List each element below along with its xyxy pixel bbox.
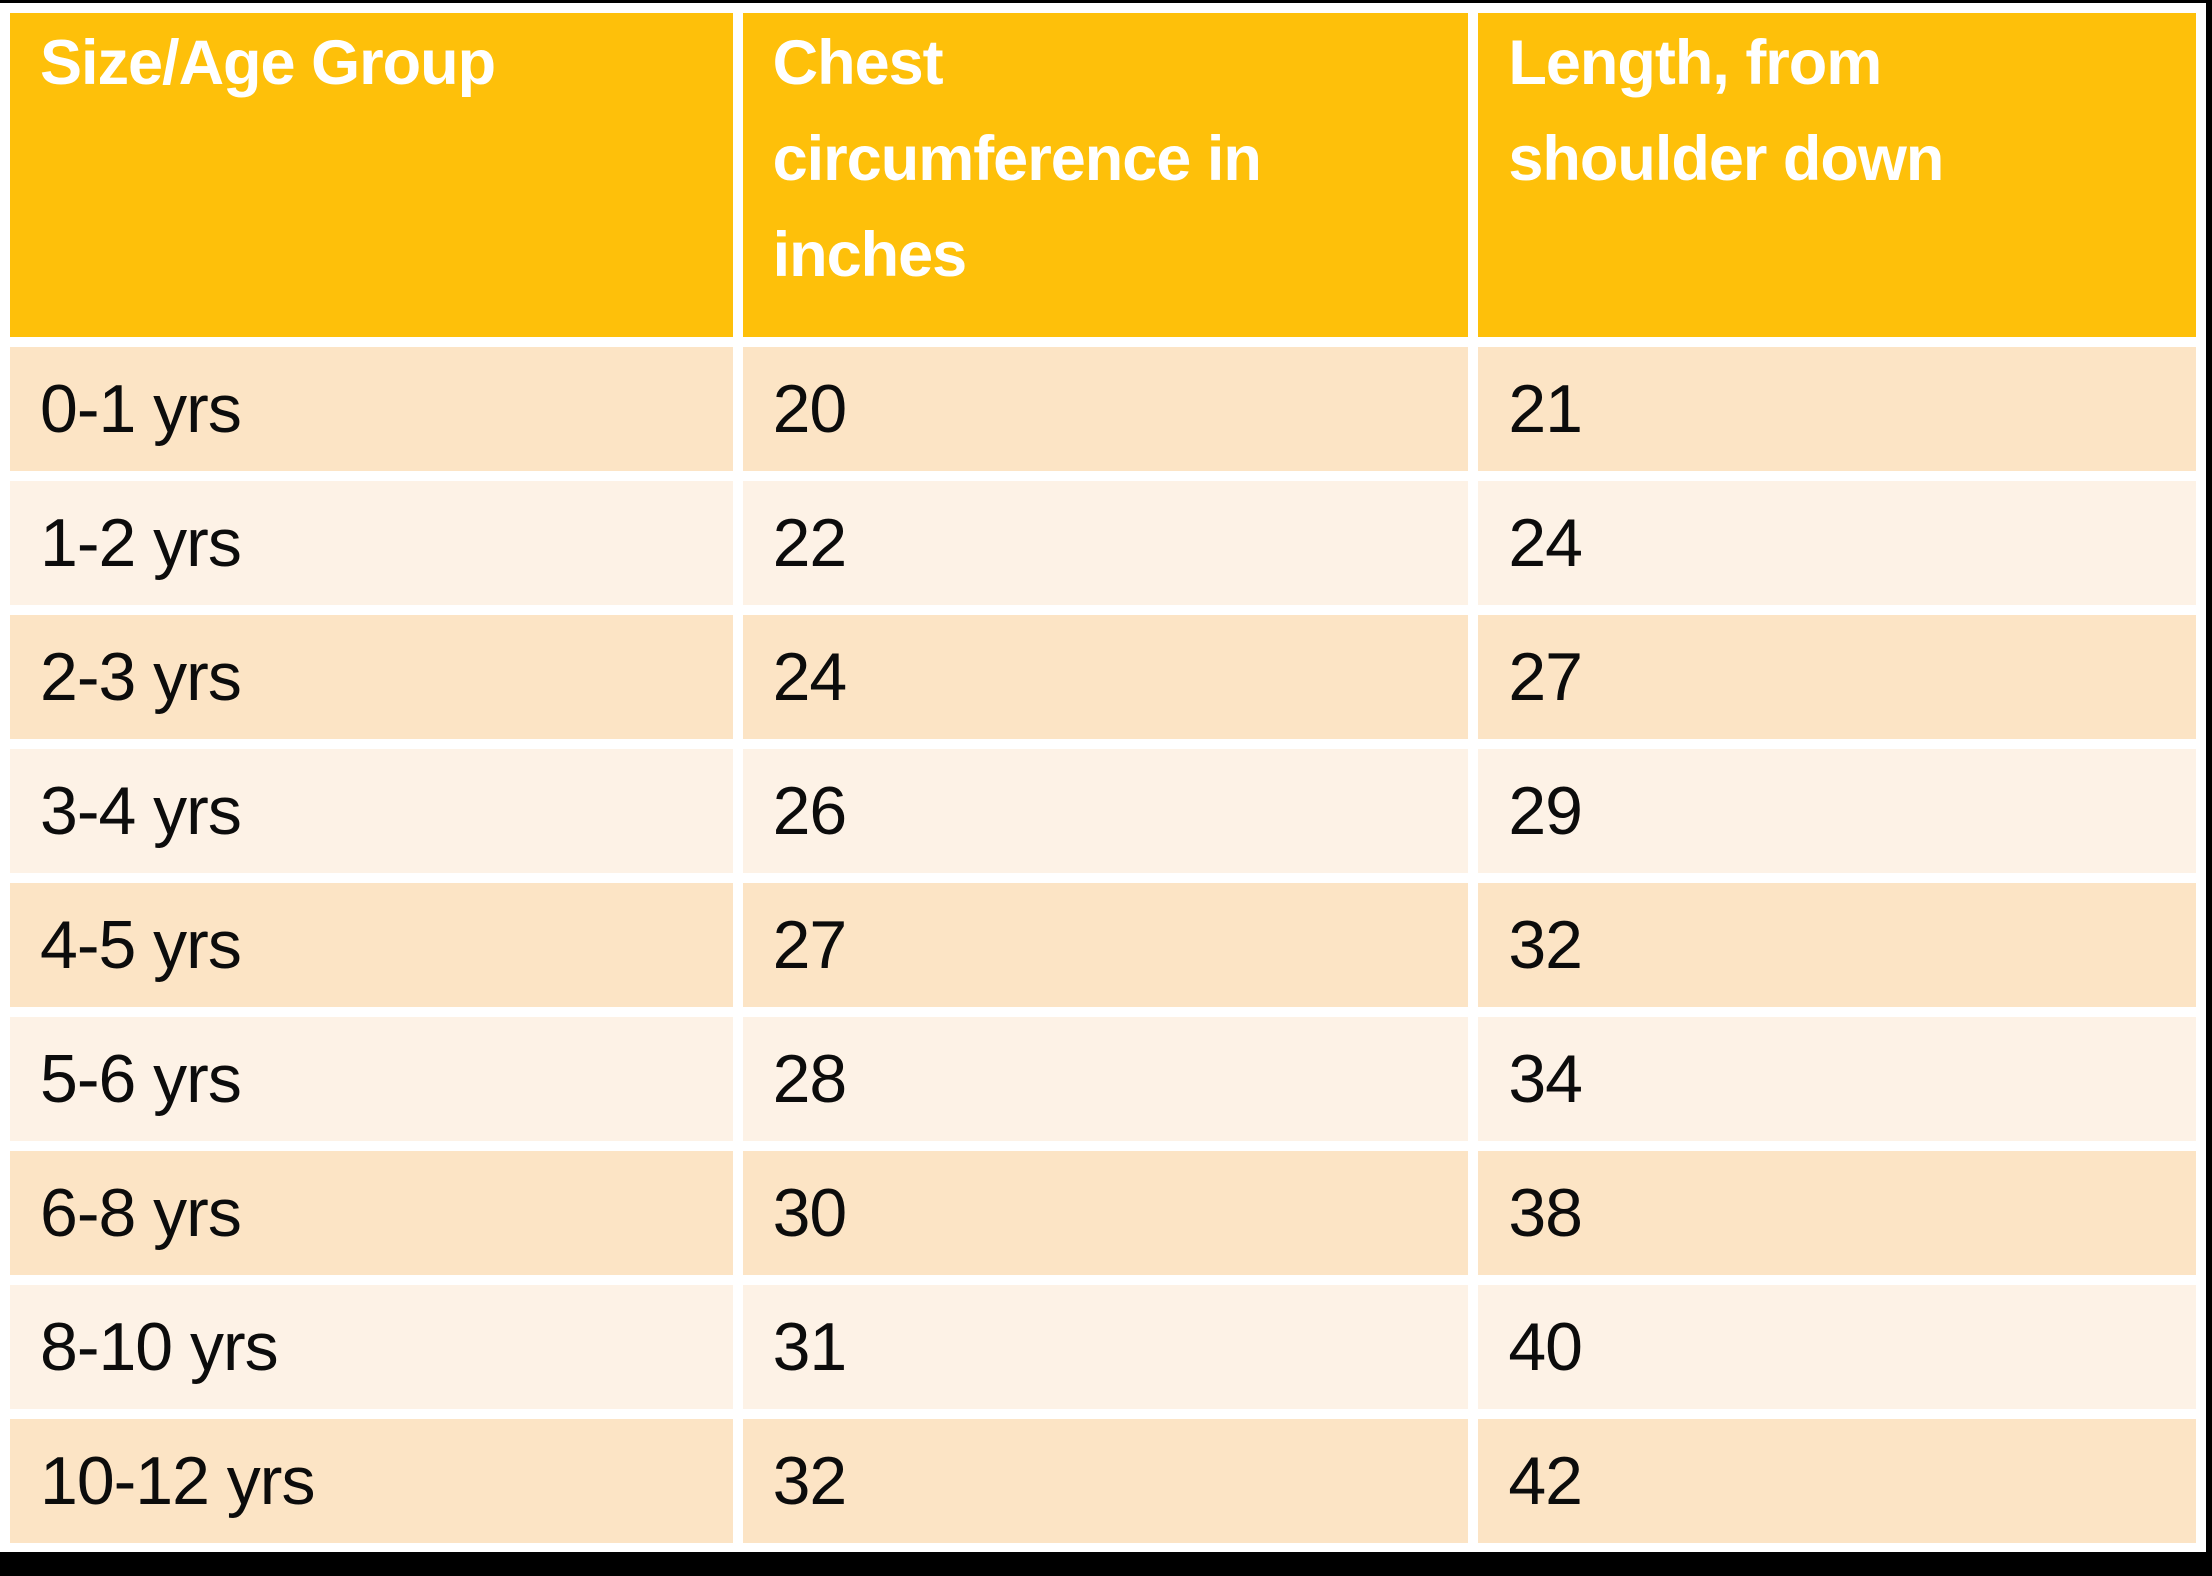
- size-cell: 10-12 yrs: [10, 1419, 733, 1543]
- table-row: 1-2 yrs 22 24: [10, 481, 2196, 605]
- table-area: Size/Age Group Chest circumference in in…: [0, 3, 2206, 1552]
- table-row: 8-10 yrs 31 40: [10, 1285, 2196, 1409]
- table-row: 10-12 yrs 32 42: [10, 1419, 2196, 1543]
- letterbox-bottom-bar: [0, 1552, 2212, 1576]
- header-size-age-group: Size/Age Group: [10, 13, 733, 337]
- size-cell: 4-5 yrs: [10, 883, 733, 1007]
- chest-cell: 32: [742, 1419, 1469, 1543]
- length-cell: 40: [1478, 1285, 2196, 1409]
- header-chest-circumference: Chest circumference in inches: [742, 13, 1469, 337]
- table-row: 2-3 yrs 24 27: [10, 615, 2196, 739]
- table-row: 4-5 yrs 27 32: [10, 883, 2196, 1007]
- letterbox-right-bar: [2206, 0, 2212, 1576]
- table-row: 6-8 yrs 30 38: [10, 1151, 2196, 1275]
- chest-cell: 20: [742, 347, 1469, 471]
- header-chest-circumference-label: Chest circumference in inches: [772, 28, 1262, 290]
- size-cell: 1-2 yrs: [10, 481, 733, 605]
- length-cell: 34: [1478, 1017, 2196, 1141]
- size-cell: 2-3 yrs: [10, 615, 733, 739]
- table-row: 5-6 yrs 28 34: [10, 1017, 2196, 1141]
- size-cell: 0-1 yrs: [10, 347, 733, 471]
- size-cell: 5-6 yrs: [10, 1017, 733, 1141]
- table-row: 3-4 yrs 26 29: [10, 749, 2196, 873]
- header-length-shoulder-down-label: Length, from shoulder down: [1508, 28, 1944, 194]
- length-cell: 38: [1478, 1151, 2196, 1275]
- length-cell: 27: [1478, 615, 2196, 739]
- header-row: Size/Age Group Chest circumference in in…: [10, 13, 2196, 337]
- chest-cell: 28: [742, 1017, 1469, 1141]
- chest-cell: 22: [742, 481, 1469, 605]
- header-size-age-group-label: Size/Age Group: [40, 28, 496, 98]
- length-cell: 21: [1478, 347, 2196, 471]
- length-cell: 29: [1478, 749, 2196, 873]
- size-chart-table: Size/Age Group Chest circumference in in…: [0, 3, 2206, 1553]
- size-cell: 6-8 yrs: [10, 1151, 733, 1275]
- table-row: 0-1 yrs 20 21: [10, 347, 2196, 471]
- size-cell: 8-10 yrs: [10, 1285, 733, 1409]
- chest-cell: 26: [742, 749, 1469, 873]
- size-cell: 3-4 yrs: [10, 749, 733, 873]
- chest-cell: 27: [742, 883, 1469, 1007]
- length-cell: 42: [1478, 1419, 2196, 1543]
- chest-cell: 31: [742, 1285, 1469, 1409]
- length-cell: 24: [1478, 481, 2196, 605]
- length-cell: 32: [1478, 883, 2196, 1007]
- chest-cell: 30: [742, 1151, 1469, 1275]
- chest-cell: 24: [742, 615, 1469, 739]
- header-length-shoulder-down: Length, from shoulder down: [1478, 13, 2196, 337]
- letterbox-top-bar: [0, 0, 2212, 3]
